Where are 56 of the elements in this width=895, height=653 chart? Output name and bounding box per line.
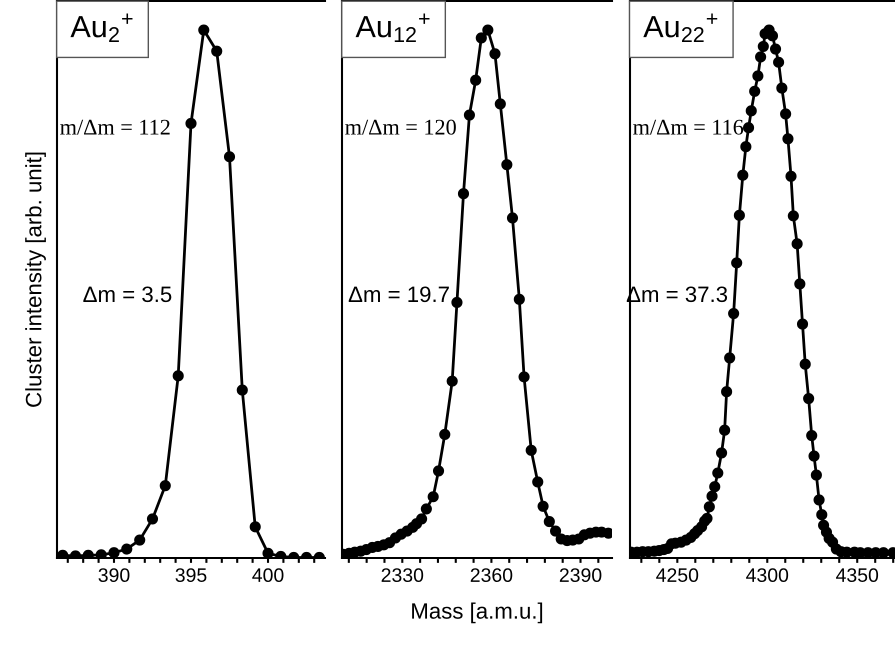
point: [211, 46, 222, 57]
point: [501, 159, 512, 170]
point: [121, 543, 132, 555]
point: [514, 294, 525, 305]
point: [224, 151, 236, 162]
point: [494, 98, 506, 110]
point: [506, 212, 518, 224]
point: [428, 491, 439, 502]
point: [550, 526, 562, 537]
x-tick-label: 390: [98, 568, 130, 582]
x-tick-label: 4350: [836, 568, 878, 582]
point: [458, 188, 470, 200]
point: [146, 513, 158, 524]
annotation: Δm = 19.7: [348, 286, 449, 302]
x-tick-label: 2360: [470, 568, 512, 582]
annotation: m/Δm = 112: [60, 120, 170, 135]
point: [250, 521, 261, 532]
x-axis-title: Mass [a.m.u.]: [412, 602, 542, 624]
point: [526, 444, 537, 456]
x-tick-label: 395: [176, 568, 206, 582]
point: [451, 296, 463, 308]
point: [96, 549, 107, 558]
point: [420, 503, 432, 514]
y-axis-title: Cluster intensity [arb. unit]: [25, 152, 46, 407]
x-tick-label: 4250: [656, 568, 698, 582]
point: [470, 74, 482, 86]
point: [532, 476, 544, 488]
x-tick-label: 400: [252, 568, 284, 582]
point: [236, 384, 248, 396]
point: [185, 118, 197, 130]
point: [172, 370, 184, 382]
point: [262, 548, 274, 558]
chart-title: Au$_{12}$$^{+}$: [356, 13, 430, 42]
point: [446, 376, 458, 387]
point: [544, 516, 555, 528]
x-tick-label: 2330: [382, 568, 424, 582]
chart-title: Au$_{22}$$^{+}$: [643, 13, 718, 42]
point: [432, 465, 444, 476]
chart-title: Au$_{2}$$^{+}$: [70, 13, 132, 42]
annotation: Δm = 3.5: [83, 286, 172, 302]
annotation: m/Δm = 116: [633, 120, 744, 135]
point: [160, 480, 171, 492]
point: [108, 547, 120, 558]
point: [416, 513, 428, 524]
point: [489, 48, 501, 60]
point: [476, 32, 487, 44]
x-tick-label: 2390: [560, 568, 602, 582]
point: [482, 24, 494, 36]
x-tick-label: 4300: [746, 568, 788, 582]
point: [439, 428, 450, 440]
point: [518, 371, 530, 382]
point: [538, 500, 549, 512]
point: [198, 24, 210, 36]
annotation: m/Δm = 120: [345, 120, 456, 135]
point: [134, 534, 146, 546]
point: [464, 109, 475, 121]
